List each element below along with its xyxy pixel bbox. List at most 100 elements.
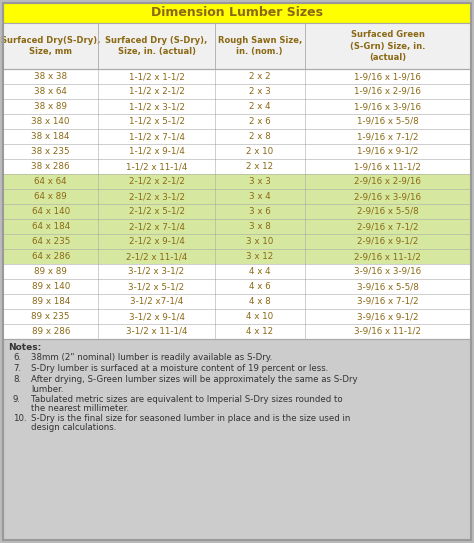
Bar: [3, 174, 471, 189]
Text: 3 x 12: 3 x 12: [246, 252, 273, 261]
Bar: [3, 114, 471, 129]
Text: Surfaced Dry(S-Dry),
Size, mm: Surfaced Dry(S-Dry), Size, mm: [1, 36, 100, 56]
Text: 89 x 286: 89 x 286: [32, 327, 70, 336]
Text: the nearest millimeter.: the nearest millimeter.: [31, 404, 129, 413]
Text: 1-9/16 x 1-9/16: 1-9/16 x 1-9/16: [355, 72, 421, 81]
Text: 4 x 12: 4 x 12: [246, 327, 273, 336]
Text: 2-9/16 x 5-5/8: 2-9/16 x 5-5/8: [357, 207, 419, 216]
Bar: [3, 324, 471, 339]
Text: 2-9/16 x 9-1/2: 2-9/16 x 9-1/2: [357, 237, 419, 246]
Text: Surfaced Dry (S-Dry),
Size, in. (actual): Surfaced Dry (S-Dry), Size, in. (actual): [105, 36, 208, 56]
Bar: [3, 219, 471, 234]
Text: Dimension Lumber Sizes: Dimension Lumber Sizes: [151, 7, 323, 20]
Text: Notes:: Notes:: [8, 343, 41, 352]
Text: 3-9/16 x 11-1/2: 3-9/16 x 11-1/2: [355, 327, 421, 336]
Text: 2 x 12: 2 x 12: [246, 162, 273, 171]
Text: 89 x 235: 89 x 235: [31, 312, 70, 321]
Bar: [3, 144, 471, 159]
Text: 64 x 89: 64 x 89: [34, 192, 67, 201]
Bar: [3, 69, 471, 84]
Text: 3-1/2 x 5-1/2: 3-1/2 x 5-1/2: [128, 282, 184, 291]
Text: 9.: 9.: [13, 395, 21, 403]
Text: 2-1/2 x 3-1/2: 2-1/2 x 3-1/2: [128, 192, 184, 201]
Text: 10.: 10.: [13, 414, 27, 423]
Text: 4 x 4: 4 x 4: [249, 267, 271, 276]
Bar: [3, 159, 471, 174]
Text: S-Dry is the final size for seasoned lumber in place and is the size used in: S-Dry is the final size for seasoned lum…: [31, 414, 350, 423]
Bar: [3, 84, 471, 99]
Text: After drying, S-Green lumber sizes will be approximately the same as S-Dry: After drying, S-Green lumber sizes will …: [31, 375, 357, 384]
Text: 38 x 140: 38 x 140: [31, 117, 70, 126]
Text: 1-9/16 x 7-1/2: 1-9/16 x 7-1/2: [357, 132, 419, 141]
Text: 2-1/2 x 2-1/2: 2-1/2 x 2-1/2: [128, 177, 184, 186]
Text: Surfaced Green
(S-Grn) Size, in.
(actual): Surfaced Green (S-Grn) Size, in. (actual…: [350, 30, 426, 61]
Text: 4 x 10: 4 x 10: [246, 312, 273, 321]
Text: 1-1/2 x 3-1/2: 1-1/2 x 3-1/2: [128, 102, 184, 111]
Bar: [3, 189, 471, 204]
Text: 38 x 184: 38 x 184: [31, 132, 70, 141]
Text: 1-1/2 x 9-1/4: 1-1/2 x 9-1/4: [128, 147, 184, 156]
Bar: [3, 234, 471, 249]
Text: 7.: 7.: [13, 364, 21, 373]
Text: 3 x 3: 3 x 3: [249, 177, 271, 186]
Text: 89 x 184: 89 x 184: [32, 297, 70, 306]
Text: 2 x 4: 2 x 4: [249, 102, 271, 111]
Text: 38mm (2" nominal) lumber is readily available as S-Dry.: 38mm (2" nominal) lumber is readily avai…: [31, 353, 272, 362]
Bar: [3, 309, 471, 324]
Text: 89 x 89: 89 x 89: [34, 267, 67, 276]
Bar: [3, 3, 471, 23]
Text: 2 x 2: 2 x 2: [249, 72, 271, 81]
Text: 4 x 6: 4 x 6: [249, 282, 271, 291]
Text: 1-9/16 x 9-1/2: 1-9/16 x 9-1/2: [357, 147, 419, 156]
Text: 1-1/2 x 2-1/2: 1-1/2 x 2-1/2: [128, 87, 184, 96]
Text: 2-9/16 x 11-1/2: 2-9/16 x 11-1/2: [355, 252, 421, 261]
Text: design calculations.: design calculations.: [31, 424, 117, 433]
Text: 64 x 286: 64 x 286: [32, 252, 70, 261]
Text: 4 x 8: 4 x 8: [249, 297, 271, 306]
Text: 1-1/2 x 1-1/2: 1-1/2 x 1-1/2: [128, 72, 184, 81]
Text: 38 x 286: 38 x 286: [31, 162, 70, 171]
Bar: [3, 264, 471, 279]
Text: 1-1/2 x 11-1/4: 1-1/2 x 11-1/4: [126, 162, 187, 171]
Text: 1-1/2 x 5-1/2: 1-1/2 x 5-1/2: [128, 117, 184, 126]
Text: 6.: 6.: [13, 353, 21, 362]
Text: 38 x 89: 38 x 89: [34, 102, 67, 111]
Text: 2-1/2 x 5-1/2: 2-1/2 x 5-1/2: [128, 207, 184, 216]
Text: 38 x 64: 38 x 64: [34, 87, 67, 96]
Text: 3-9/16 x 7-1/2: 3-9/16 x 7-1/2: [357, 297, 419, 306]
Text: 2-9/16 x 7-1/2: 2-9/16 x 7-1/2: [357, 222, 419, 231]
Bar: [3, 249, 471, 264]
Text: 3-9/16 x 9-1/2: 3-9/16 x 9-1/2: [357, 312, 419, 321]
Text: 64 x 64: 64 x 64: [35, 177, 67, 186]
Bar: [3, 204, 471, 219]
Text: 38 x 235: 38 x 235: [31, 147, 70, 156]
Text: 2 x 10: 2 x 10: [246, 147, 273, 156]
Text: 1-9/16 x 5-5/8: 1-9/16 x 5-5/8: [357, 117, 419, 126]
Bar: [3, 23, 471, 69]
Text: lumber.: lumber.: [31, 384, 64, 394]
Bar: [3, 294, 471, 309]
Text: 2 x 8: 2 x 8: [249, 132, 271, 141]
Bar: [3, 129, 471, 144]
Text: 2-9/16 x 2-9/16: 2-9/16 x 2-9/16: [355, 177, 421, 186]
Text: 3-1/2 x7-1/4: 3-1/2 x7-1/4: [130, 297, 183, 306]
Bar: [3, 339, 471, 540]
Text: 1-9/16 x 3-9/16: 1-9/16 x 3-9/16: [355, 102, 421, 111]
Text: 3 x 8: 3 x 8: [249, 222, 271, 231]
Text: 3-1/2 x 11-1/4: 3-1/2 x 11-1/4: [126, 327, 187, 336]
Text: 3-9/16 x 5-5/8: 3-9/16 x 5-5/8: [357, 282, 419, 291]
Bar: [3, 99, 471, 114]
Text: Tabulated metric sizes are equivalent to Imperial S-Dry sizes rounded to: Tabulated metric sizes are equivalent to…: [31, 395, 343, 403]
Text: 2 x 6: 2 x 6: [249, 117, 271, 126]
Text: 64 x 235: 64 x 235: [32, 237, 70, 246]
Text: 1-9/16 x 11-1/2: 1-9/16 x 11-1/2: [355, 162, 421, 171]
Text: 3 x 10: 3 x 10: [246, 237, 273, 246]
Text: 64 x 140: 64 x 140: [32, 207, 70, 216]
Text: 2-1/2 x 11-1/4: 2-1/2 x 11-1/4: [126, 252, 187, 261]
Text: 3-1/2 x 9-1/4: 3-1/2 x 9-1/4: [128, 312, 184, 321]
Text: 2-1/2 x 9-1/4: 2-1/2 x 9-1/4: [128, 237, 184, 246]
Text: 1-1/2 x 7-1/4: 1-1/2 x 7-1/4: [128, 132, 184, 141]
Text: 3-9/16 x 3-9/16: 3-9/16 x 3-9/16: [355, 267, 421, 276]
Text: 2 x 3: 2 x 3: [249, 87, 271, 96]
Text: 2-1/2 x 7-1/4: 2-1/2 x 7-1/4: [128, 222, 184, 231]
